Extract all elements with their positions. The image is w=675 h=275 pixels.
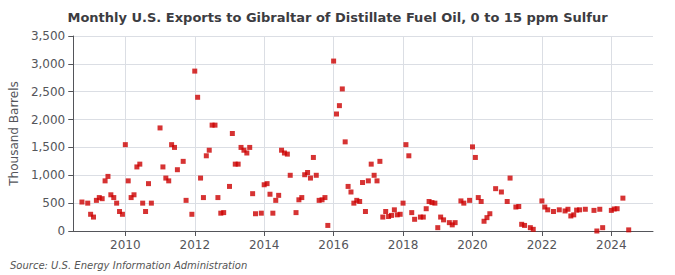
svg-text:2018: 2018	[388, 238, 419, 252]
svg-text:2010: 2010	[110, 238, 141, 252]
svg-text:2012: 2012	[179, 238, 210, 252]
svg-text:1,500: 1,500	[31, 140, 65, 154]
svg-text:2022: 2022	[527, 238, 558, 252]
svg-text:3,000: 3,000	[31, 57, 65, 71]
svg-text:2020: 2020	[457, 238, 488, 252]
svg-text:3,500: 3,500	[31, 29, 65, 43]
svg-text:500: 500	[42, 196, 65, 210]
svg-text:0: 0	[58, 224, 66, 238]
svg-text:2014: 2014	[249, 238, 280, 252]
svg-text:Monthly U.S. Exports to Gibral: Monthly U.S. Exports to Gibraltar of Dis…	[67, 10, 608, 25]
svg-text:Thousand Barrels: Thousand Barrels	[7, 81, 21, 186]
svg-text:2,000: 2,000	[31, 113, 65, 127]
svg-text:1,000: 1,000	[31, 168, 65, 182]
svg-text:2024: 2024	[596, 238, 627, 252]
svg-text:Source: U.S. Energy Informatio: Source: U.S. Energy Information Administ…	[10, 260, 247, 271]
svg-text:2016: 2016	[318, 238, 349, 252]
svg-text:2,500: 2,500	[31, 85, 65, 99]
